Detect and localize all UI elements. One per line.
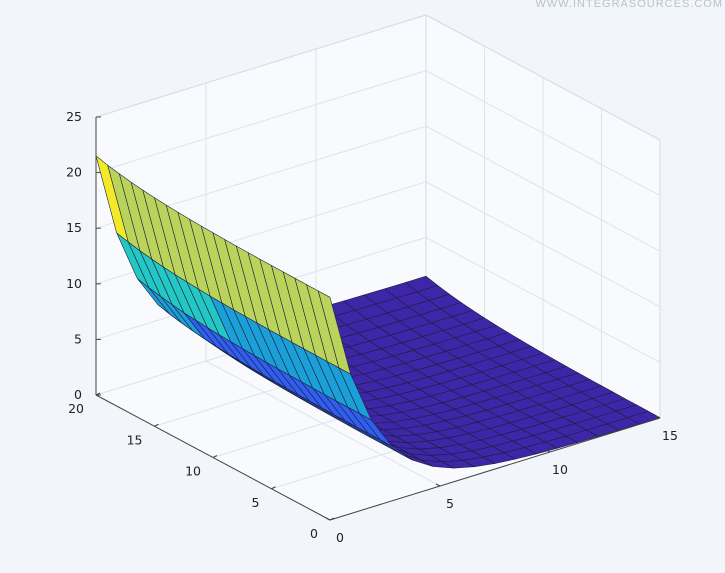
y-tick-label: 15 bbox=[127, 432, 143, 447]
x-tick-mark bbox=[655, 415, 661, 419]
x-tick-label: 5 bbox=[446, 496, 454, 511]
y-tick-mark bbox=[154, 423, 159, 427]
z-tick-label: 25 bbox=[66, 109, 82, 124]
y-tick-label: 0 bbox=[310, 526, 318, 541]
gridline bbox=[425, 125, 661, 252]
gridline bbox=[425, 70, 661, 197]
x-tick-label: 0 bbox=[336, 530, 344, 545]
z-tick-label: 0 bbox=[74, 387, 82, 402]
gridline bbox=[425, 236, 661, 363]
x-tick-mark bbox=[435, 483, 441, 487]
gridline bbox=[425, 181, 661, 308]
x-tick-label: 10 bbox=[552, 462, 568, 477]
x-tick-mark bbox=[545, 449, 551, 453]
axes-box-edge bbox=[425, 14, 661, 141]
y-tick-mark bbox=[212, 455, 218, 458]
gridline bbox=[95, 70, 427, 174]
y-tick-mark bbox=[329, 517, 335, 521]
z-tick-label: 5 bbox=[74, 331, 82, 346]
surface-patch bbox=[317, 290, 351, 375]
z-tick-label: 20 bbox=[66, 165, 82, 180]
x-tick-mark bbox=[325, 517, 331, 521]
y-tick-label: 20 bbox=[68, 401, 84, 416]
y-tick-label: 10 bbox=[185, 464, 201, 479]
x-tick-label: 15 bbox=[662, 428, 678, 443]
watermark: WWW.INTEGRASOURCES.COM bbox=[535, 0, 723, 10]
z-tick-label: 10 bbox=[66, 276, 82, 291]
y-tick-mark bbox=[271, 486, 276, 490]
x-axis-line bbox=[329, 417, 661, 521]
y-tick-label: 5 bbox=[252, 495, 260, 510]
axes-box-edge bbox=[95, 14, 427, 118]
z-tick-label: 15 bbox=[66, 220, 82, 235]
